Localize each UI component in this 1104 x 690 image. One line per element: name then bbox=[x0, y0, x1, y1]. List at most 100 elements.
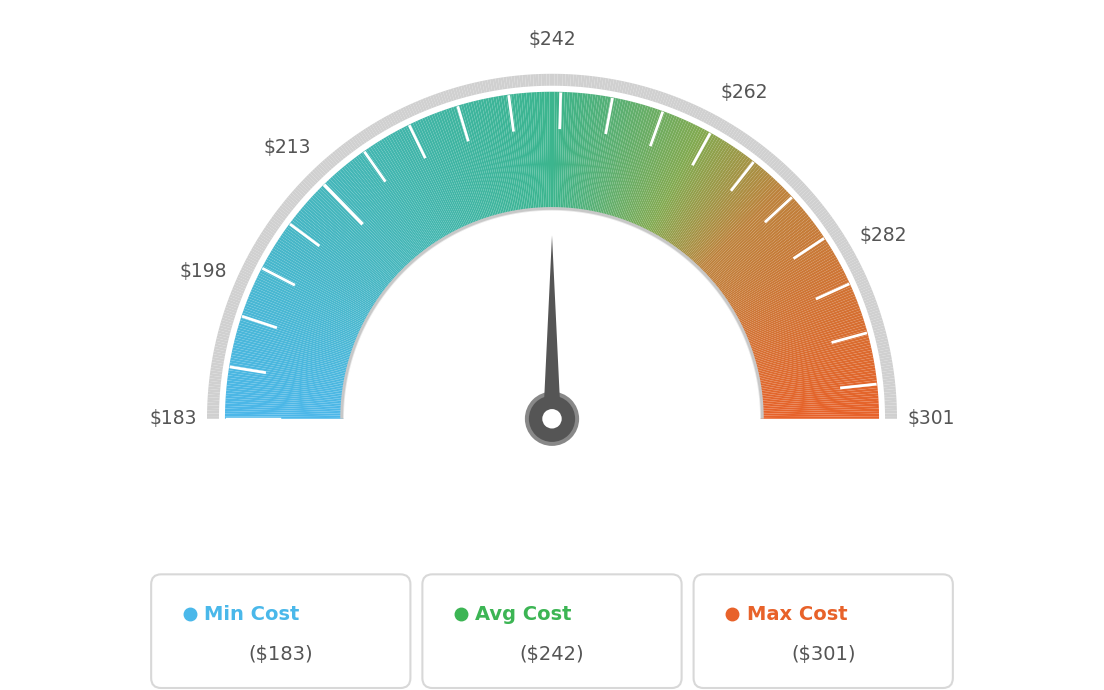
Wedge shape bbox=[208, 397, 220, 400]
Wedge shape bbox=[479, 81, 485, 93]
Wedge shape bbox=[305, 202, 396, 283]
Wedge shape bbox=[644, 125, 698, 233]
Wedge shape bbox=[700, 189, 787, 275]
Wedge shape bbox=[667, 95, 673, 107]
Wedge shape bbox=[232, 348, 350, 375]
Wedge shape bbox=[581, 75, 584, 87]
Wedge shape bbox=[622, 81, 627, 94]
Wedge shape bbox=[338, 170, 417, 262]
Wedge shape bbox=[615, 80, 619, 92]
Wedge shape bbox=[486, 98, 511, 216]
Wedge shape bbox=[859, 284, 871, 291]
Wedge shape bbox=[656, 136, 719, 240]
Wedge shape bbox=[798, 186, 809, 197]
Wedge shape bbox=[554, 74, 558, 86]
Wedge shape bbox=[572, 93, 585, 213]
Wedge shape bbox=[227, 373, 347, 391]
Wedge shape bbox=[209, 384, 221, 388]
Wedge shape bbox=[760, 401, 879, 409]
Wedge shape bbox=[664, 143, 730, 244]
Wedge shape bbox=[210, 375, 222, 380]
Wedge shape bbox=[550, 74, 552, 86]
Wedge shape bbox=[353, 135, 362, 146]
Wedge shape bbox=[705, 112, 713, 124]
Wedge shape bbox=[596, 77, 601, 89]
Wedge shape bbox=[529, 92, 539, 212]
Wedge shape bbox=[225, 413, 344, 417]
Wedge shape bbox=[528, 75, 531, 86]
Wedge shape bbox=[293, 218, 389, 293]
Wedge shape bbox=[492, 79, 497, 90]
Wedge shape bbox=[733, 129, 742, 141]
Wedge shape bbox=[645, 126, 700, 234]
Wedge shape bbox=[461, 86, 467, 97]
Wedge shape bbox=[670, 150, 740, 249]
Wedge shape bbox=[737, 132, 746, 144]
Wedge shape bbox=[677, 99, 684, 111]
Wedge shape bbox=[822, 218, 835, 227]
Wedge shape bbox=[437, 92, 444, 105]
Wedge shape bbox=[301, 206, 394, 286]
Wedge shape bbox=[523, 92, 535, 212]
Wedge shape bbox=[247, 298, 359, 344]
Text: ($301): ($301) bbox=[790, 645, 856, 664]
Wedge shape bbox=[720, 121, 728, 132]
Wedge shape bbox=[353, 157, 427, 254]
Wedge shape bbox=[289, 222, 386, 295]
Wedge shape bbox=[752, 333, 868, 366]
Wedge shape bbox=[236, 330, 352, 364]
Wedge shape bbox=[841, 248, 853, 256]
Wedge shape bbox=[323, 158, 333, 169]
Wedge shape bbox=[222, 315, 234, 321]
Wedge shape bbox=[235, 335, 351, 367]
Wedge shape bbox=[314, 167, 323, 178]
Wedge shape bbox=[724, 124, 732, 135]
Wedge shape bbox=[757, 378, 877, 395]
Wedge shape bbox=[370, 125, 378, 136]
Wedge shape bbox=[278, 237, 380, 305]
Wedge shape bbox=[273, 246, 376, 310]
Wedge shape bbox=[214, 346, 226, 351]
Wedge shape bbox=[861, 292, 873, 299]
Wedge shape bbox=[322, 184, 407, 271]
Wedge shape bbox=[665, 144, 732, 246]
Wedge shape bbox=[705, 199, 796, 280]
Wedge shape bbox=[320, 161, 330, 172]
Wedge shape bbox=[223, 312, 235, 318]
Wedge shape bbox=[629, 83, 635, 96]
Wedge shape bbox=[883, 381, 895, 385]
Wedge shape bbox=[677, 157, 751, 254]
Wedge shape bbox=[776, 164, 786, 175]
Wedge shape bbox=[267, 257, 372, 317]
Wedge shape bbox=[744, 296, 856, 342]
Wedge shape bbox=[541, 74, 544, 86]
Wedge shape bbox=[774, 161, 784, 172]
Wedge shape bbox=[226, 391, 346, 402]
Wedge shape bbox=[867, 304, 879, 311]
Wedge shape bbox=[542, 92, 548, 212]
Wedge shape bbox=[546, 74, 550, 86]
Wedge shape bbox=[381, 118, 390, 130]
Wedge shape bbox=[530, 75, 533, 86]
Wedge shape bbox=[321, 186, 406, 272]
Wedge shape bbox=[817, 210, 828, 219]
Wedge shape bbox=[232, 350, 349, 377]
Wedge shape bbox=[792, 179, 802, 189]
Wedge shape bbox=[270, 250, 374, 313]
Wedge shape bbox=[360, 130, 369, 142]
Wedge shape bbox=[853, 272, 866, 279]
Wedge shape bbox=[693, 179, 776, 268]
Wedge shape bbox=[802, 190, 813, 201]
Wedge shape bbox=[401, 108, 407, 119]
Wedge shape bbox=[716, 119, 725, 131]
Wedge shape bbox=[744, 294, 856, 341]
Wedge shape bbox=[248, 253, 261, 261]
Wedge shape bbox=[840, 246, 851, 254]
Wedge shape bbox=[474, 82, 479, 95]
Wedge shape bbox=[854, 275, 867, 282]
Wedge shape bbox=[469, 83, 475, 96]
Wedge shape bbox=[754, 345, 871, 373]
Wedge shape bbox=[251, 248, 263, 256]
Wedge shape bbox=[285, 228, 383, 299]
Wedge shape bbox=[448, 89, 454, 101]
